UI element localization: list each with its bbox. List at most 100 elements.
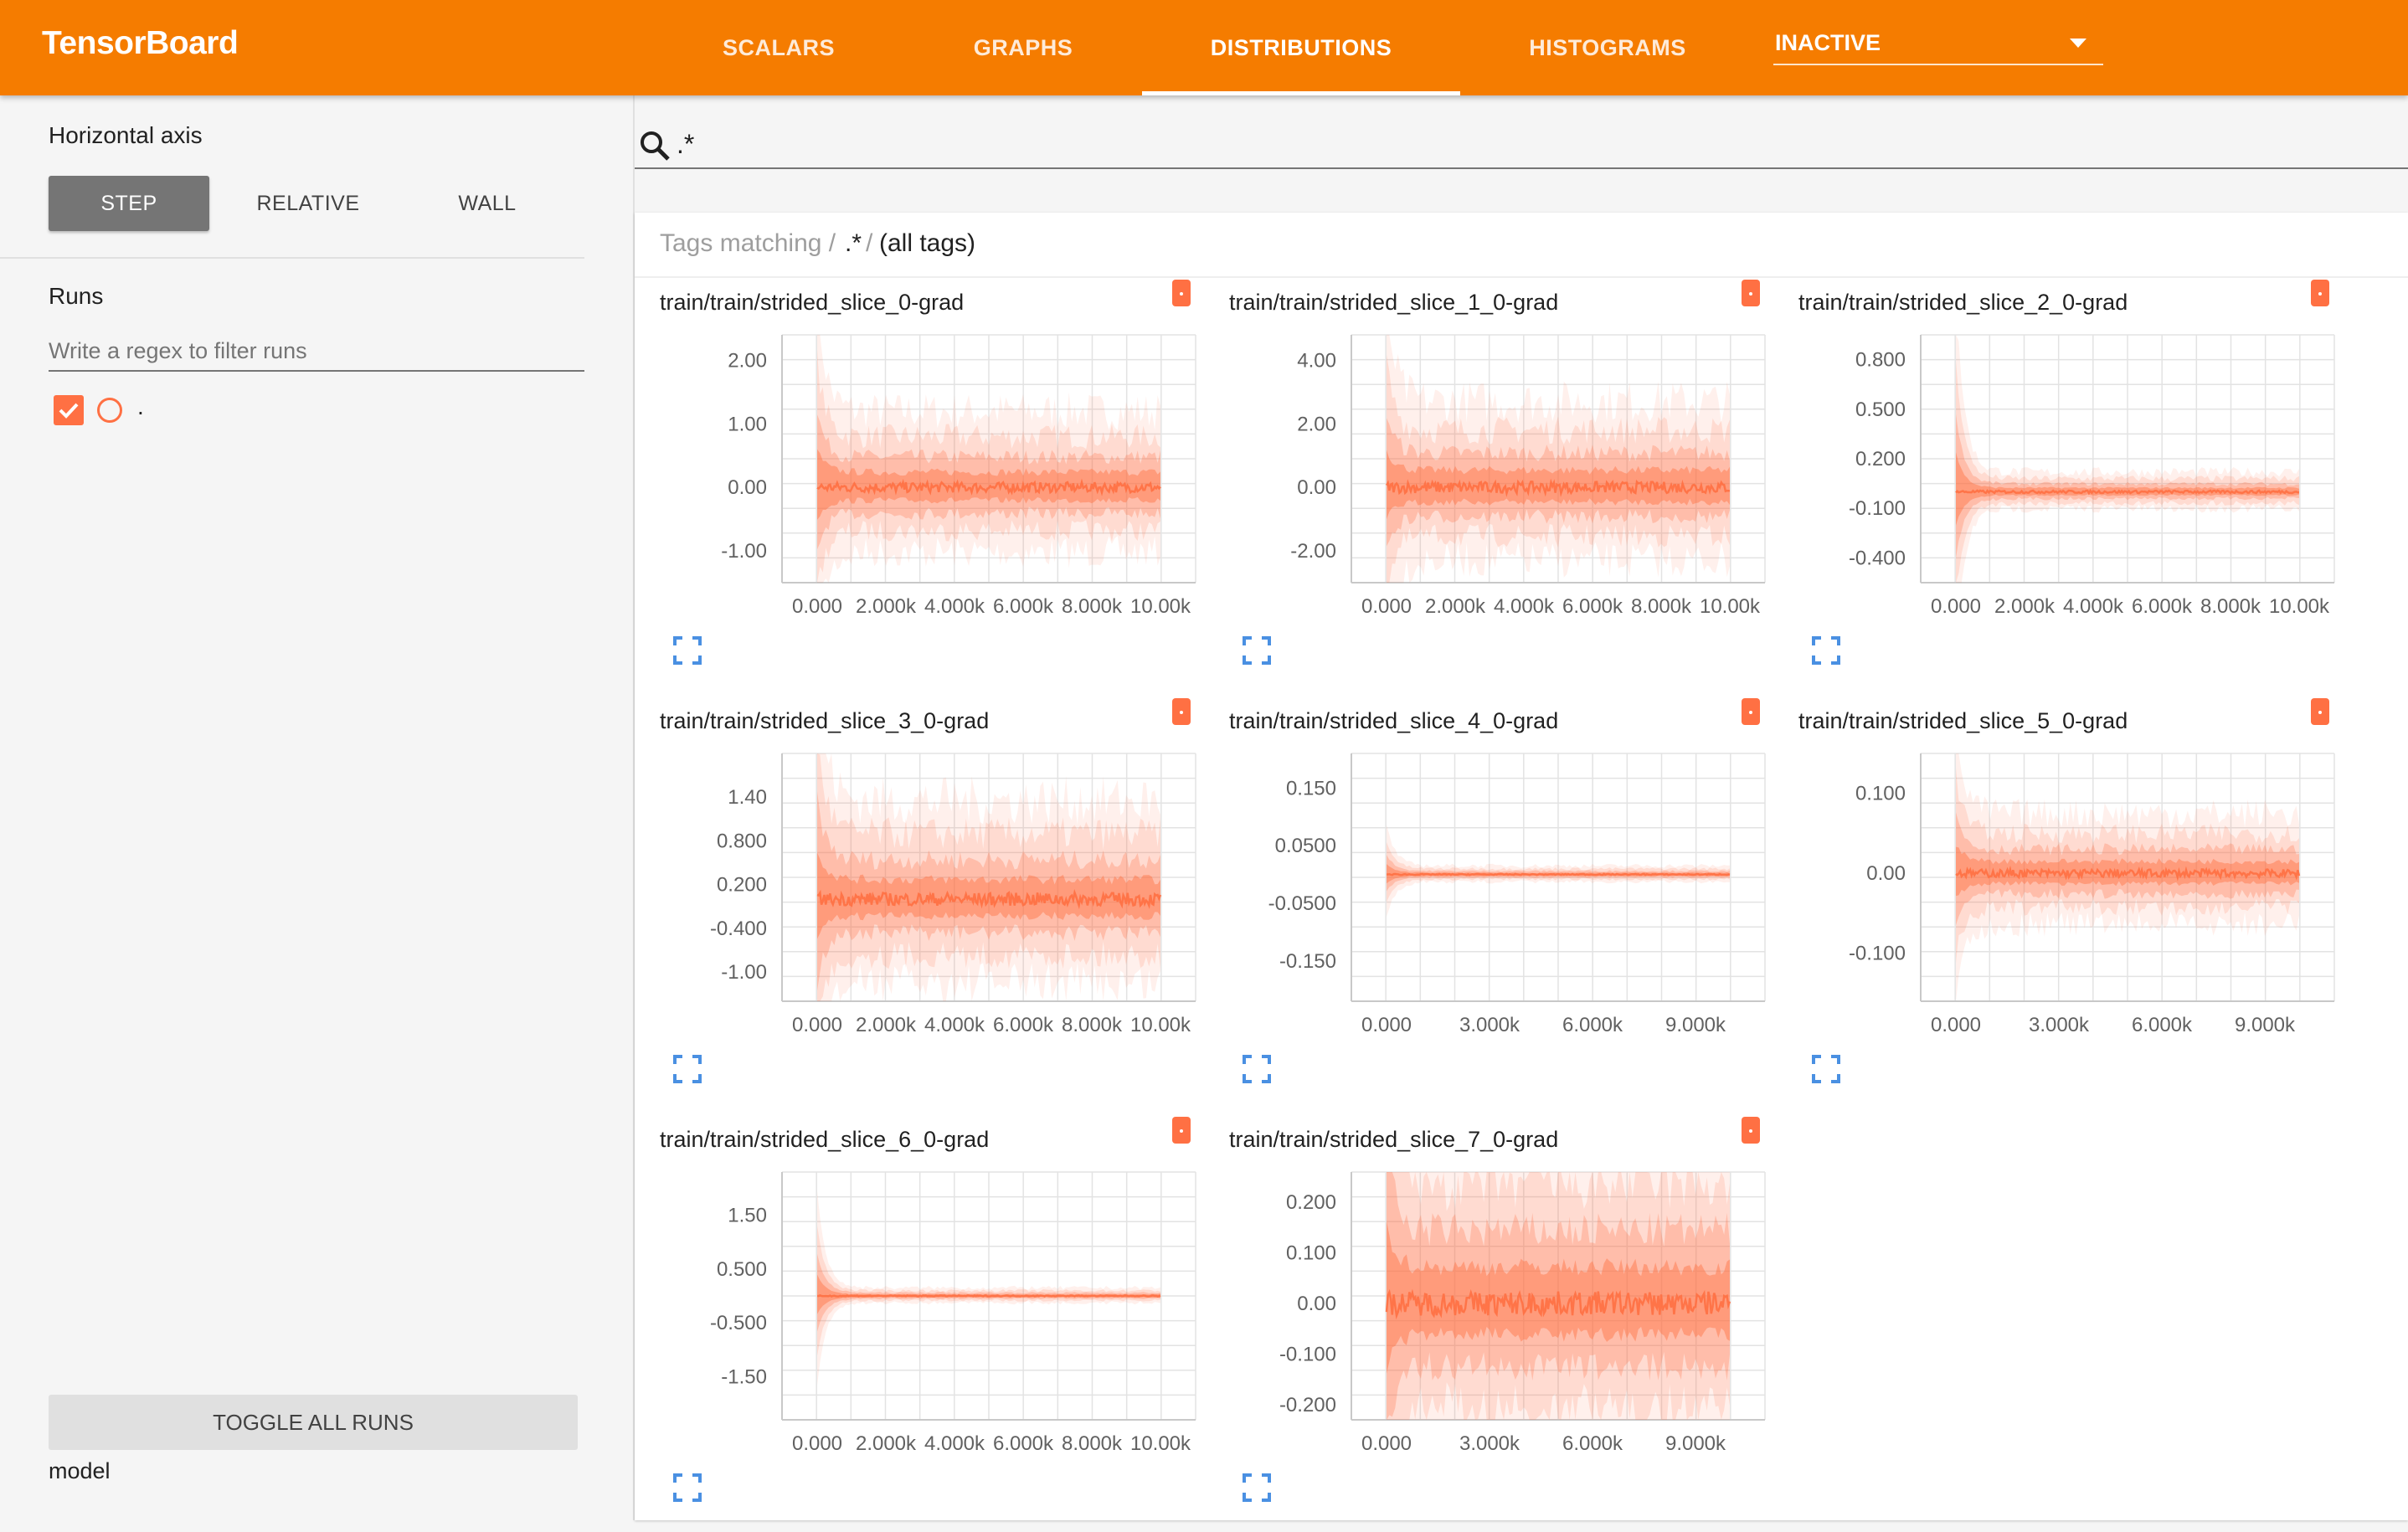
distribution-band	[817, 414, 1160, 550]
x-tick-label: 10.00k	[1130, 1014, 1191, 1036]
fullscreen-icon[interactable]	[673, 636, 702, 665]
dropdown-arrow-icon	[2070, 39, 2086, 48]
search-query: .*	[677, 129, 695, 159]
search-icon	[641, 131, 670, 161]
median-line	[1385, 478, 1730, 497]
distribution-band	[1956, 846, 2299, 897]
x-tick-label: 6.000k	[993, 1014, 1054, 1036]
y-tick-label: -0.400	[710, 918, 767, 940]
x-tick-label: 6.000k	[1562, 1432, 1623, 1455]
x-tick-label: 2.000k	[1425, 595, 1486, 618]
tab-graphs[interactable]: GRAPHS	[973, 34, 1073, 60]
card-title: train/train/strided_slice_7_0-grad	[1229, 1127, 1559, 1152]
distribution-band	[817, 753, 1160, 1001]
median-line	[1955, 865, 2301, 882]
tags-matching-suffix: (all tags)	[879, 229, 976, 257]
fullscreen-icon[interactable]	[673, 1055, 702, 1083]
tab-distributions[interactable]: DISTRIBUTIONS	[1142, 0, 1460, 95]
x-tick-label: 4.000k	[924, 595, 985, 618]
distribution-band	[1387, 354, 1730, 583]
x-tick-label: 3.000k	[1459, 1432, 1520, 1455]
axis-wall-button[interactable]: WALL	[458, 191, 517, 215]
axis-relative-button[interactable]: RELATIVE	[256, 191, 360, 215]
median-line	[816, 888, 1162, 910]
axis-step-button[interactable]: STEP	[49, 176, 209, 231]
toggle-all-runs-button[interactable]: TOGGLE ALL RUNS	[49, 1395, 578, 1450]
run-color-badge-icon	[1742, 1117, 1760, 1144]
fullscreen-icon[interactable]	[1243, 1473, 1271, 1502]
distribution-band	[817, 449, 1160, 520]
inactive-dropdown-label: INACTIVE	[1775, 30, 1881, 55]
x-tick-label: 6.000k	[2132, 1014, 2193, 1036]
tab-scalars[interactable]: SCALARS	[722, 34, 835, 60]
x-tick-label: 2.000k	[856, 1432, 917, 1455]
x-tick-label: 2.000k	[856, 1014, 917, 1036]
fullscreen-icon[interactable]	[1243, 636, 1271, 665]
y-tick-label: -0.100	[1279, 1343, 1336, 1365]
y-tick-label: -0.100	[1849, 943, 1906, 965]
tags-matching-header[interactable]: Tags matching / .* / (all tags)	[635, 213, 2408, 278]
distribution-chart[interactable]: 0.150 0.0500 -0.0500 -0.150 0.000 3.000k 6.000…	[1204, 737, 1773, 1055]
run-checkbox[interactable]	[54, 395, 84, 425]
x-tick-label: 0.000	[1361, 1014, 1412, 1036]
x-tick-label: 0.000	[1361, 1432, 1412, 1455]
median-line	[816, 478, 1161, 496]
distribution-chart[interactable]: 0.800 0.500 0.200 -0.100 -0.400 0.000 2.000k 4.…	[1773, 318, 2343, 636]
x-tick-label: 10.00k	[1130, 595, 1191, 618]
inactive-dashboards-dropdown[interactable]: INACTIVE	[1773, 25, 2103, 65]
x-tick-label: 2.000k	[856, 595, 917, 618]
y-tick-label: 0.200	[1855, 448, 1906, 470]
x-tick-label: 0.000	[1931, 595, 1981, 618]
y-tick-label: 4.00	[1297, 349, 1336, 372]
distribution-band	[1387, 825, 1730, 917]
tab-histograms[interactable]: HISTOGRAMS	[1529, 34, 1686, 60]
card-title: train/train/strided_slice_5_0-grad	[1798, 708, 2128, 733]
y-tick-label: -1.00	[721, 540, 767, 563]
fullscreen-icon[interactable]	[1243, 1055, 1271, 1083]
grid	[1351, 1171, 1766, 1421]
card-title: train/train/strided_slice_0-grad	[660, 290, 965, 315]
distribution-chart[interactable]: 0.100 0.00 -0.100 0.000 3.000k 6.000k 9.000k	[1773, 737, 2343, 1055]
fullscreen-icon[interactable]	[673, 1473, 702, 1502]
y-tick-label: 0.200	[1286, 1191, 1336, 1214]
fullscreen-icon[interactable]	[1812, 636, 1840, 665]
x-tick-label: 4.000k	[2063, 595, 2124, 618]
distribution-chart[interactable]: 2.00 1.00 0.00 -1.00 0.000 2.000k 4.000k 6.000k…	[635, 318, 1204, 636]
distribution-chart[interactable]: 1.50 0.500 -0.500 -1.50 0.000 2.000k 4.000k 6.0…	[635, 1155, 1204, 1473]
distribution-card: train/train/strided_slice_3_0-grad 1.40 0.…	[635, 695, 1204, 1113]
distribution-chart[interactable]: 1.40 0.800 0.200 -0.400 -1.00 0.000 2.000k 4.00…	[635, 737, 1204, 1055]
median-line	[1387, 872, 1731, 877]
x-tick-label: 10.00k	[1130, 1432, 1191, 1455]
sidebar: Horizontal axis STEP RELATIVE WALL Runs …	[0, 95, 635, 1520]
fullscreen-icon[interactable]	[1812, 1055, 1840, 1083]
run-color-badge-icon	[1172, 698, 1191, 725]
tag-search-input[interactable]: .*	[635, 126, 2408, 169]
check-icon	[59, 403, 79, 419]
y-tick-label: -0.400	[1849, 547, 1906, 569]
x-tick-label: 9.000k	[1665, 1432, 1726, 1455]
y-tick-label: 0.00	[1297, 476, 1336, 499]
top-app-bar: TensorBoard SCALARS GRAPHS DISTRIBUTIONS…	[0, 0, 2408, 95]
distribution-band	[1956, 768, 2299, 964]
x-tick-label: 0.000	[1931, 1014, 1981, 1036]
y-tick-label: 0.150	[1286, 777, 1336, 799]
y-tick-label: 0.800	[717, 830, 767, 852]
y-tick-label: -2.00	[1290, 540, 1336, 563]
run-filter-input[interactable]: Write a regex to filter runs	[49, 332, 584, 372]
card-title: train/train/strided_slice_1_0-grad	[1229, 290, 1559, 315]
x-tick-label: 0.000	[792, 1432, 842, 1455]
sidebar-divider	[0, 257, 584, 259]
distribution-band	[1956, 753, 2299, 1001]
horizontal-axis-label: Horizontal axis	[49, 122, 203, 148]
run-color-badge-icon	[2311, 698, 2329, 725]
x-tick-label: 4.000k	[924, 1432, 985, 1455]
y-tick-label: -0.500	[710, 1312, 767, 1334]
data-location-label: model	[49, 1458, 111, 1483]
distribution-band	[1387, 842, 1730, 902]
distribution-chart[interactable]: 4.00 2.00 0.00 -2.00 0.000 2.000k 4.000k 6.000k…	[1204, 318, 1773, 636]
run-color-badge-icon	[1742, 280, 1760, 306]
run-color-radio[interactable]	[97, 398, 122, 423]
distribution-card: train/train/strided_slice_7_0-grad 0.200 0…	[1204, 1113, 1773, 1532]
y-tick-label: 0.00	[1866, 862, 1906, 885]
distribution-chart[interactable]: 0.200 0.100 0.00 -0.100 -0.200 0.000 3.000k 6.0…	[1204, 1155, 1773, 1473]
